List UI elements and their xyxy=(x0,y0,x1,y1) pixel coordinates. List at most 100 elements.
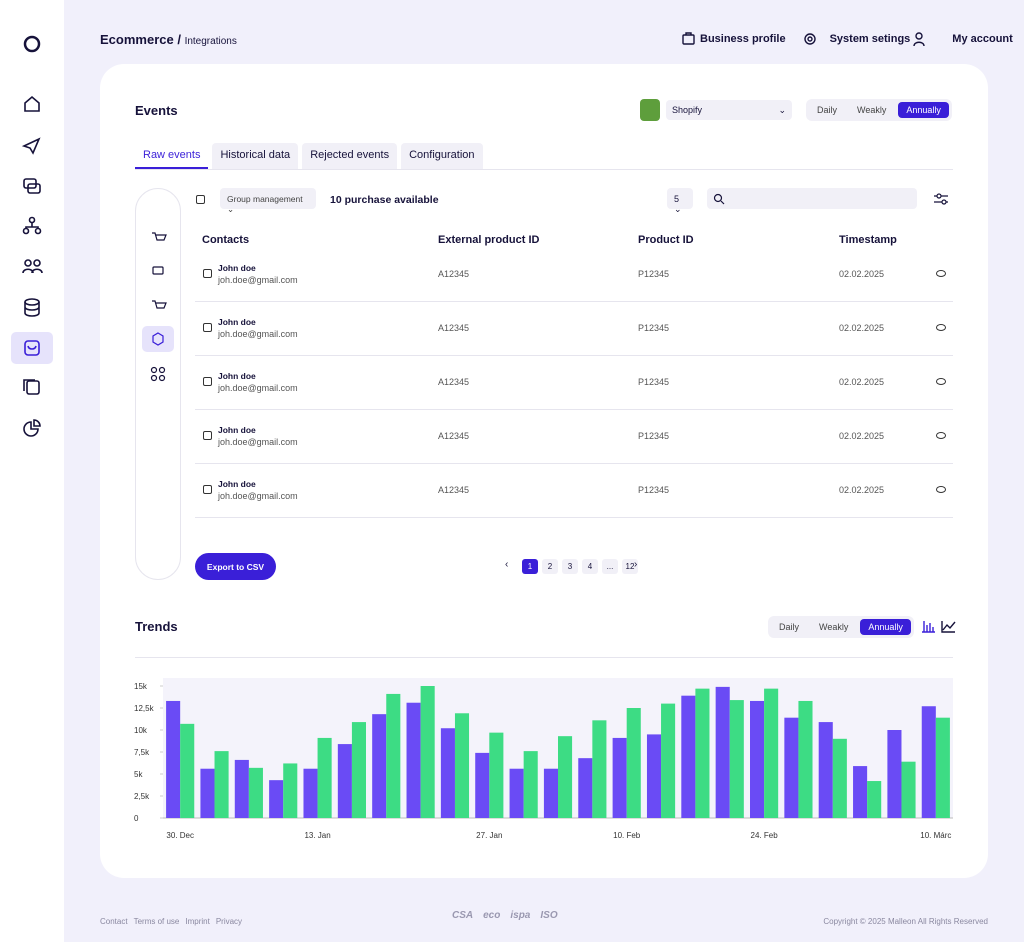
product-id: P12345 xyxy=(638,269,670,279)
bar xyxy=(283,763,298,818)
contact-name: John doe xyxy=(218,425,256,435)
period-option[interactable]: Daily xyxy=(779,622,800,632)
y-tick-label: 2,5k xyxy=(134,792,150,801)
breadcrumb: Ecommerce / Integrations xyxy=(100,32,237,47)
page-size-value: 5 xyxy=(674,194,680,204)
nav-link[interactable]: Business profile xyxy=(700,33,786,45)
bar xyxy=(475,752,490,818)
view-icon[interactable] xyxy=(936,270,946,277)
page-button[interactable]: 2 xyxy=(542,559,558,574)
bar xyxy=(853,766,868,818)
footer-links: Contact Terms of use Imprint Privacy xyxy=(100,917,242,926)
tab[interactable]: Rejected events xyxy=(302,143,398,169)
copyright: Copyright © 2025 Malleon All Rights Rese… xyxy=(823,917,988,926)
timestamp: 02.02.2025 xyxy=(839,485,885,495)
contact-email: joh.doe@gmail.com xyxy=(218,329,298,339)
bar xyxy=(558,736,573,818)
bar xyxy=(832,738,847,818)
row-checkbox[interactable] xyxy=(203,485,212,494)
select-all[interactable] xyxy=(196,195,205,204)
period-option[interactable]: Daily xyxy=(817,105,838,115)
page-button[interactable]: 12 xyxy=(622,559,638,574)
trend-period-toggle[interactable]: Daily Weakly Annually xyxy=(768,616,914,638)
group-select[interactable]: Group management ⌄ xyxy=(220,188,316,214)
bar xyxy=(303,768,318,818)
prev-page[interactable]: ‹ xyxy=(505,559,509,570)
sidebar xyxy=(0,0,64,942)
period-option[interactable]: Weakly xyxy=(819,622,849,632)
bar xyxy=(489,732,504,818)
view-icon[interactable] xyxy=(936,324,946,331)
bar xyxy=(626,708,641,818)
tab[interactable]: Raw events xyxy=(135,143,209,169)
rail-icons xyxy=(142,232,174,382)
page-button[interactable]: 3 xyxy=(562,559,578,574)
column-header: Product ID xyxy=(638,234,694,246)
bar xyxy=(337,744,352,818)
row-checkbox[interactable] xyxy=(203,431,212,440)
section-title: Trends xyxy=(135,619,178,634)
contact-email: joh.doe@gmail.com xyxy=(218,437,298,447)
footer-link[interactable]: Contact xyxy=(100,917,128,926)
view-icon[interactable] xyxy=(936,378,946,385)
page-button[interactable]: 4 xyxy=(582,559,598,574)
bar xyxy=(818,722,833,818)
period-toggle[interactable]: Daily Weakly Annually xyxy=(806,99,952,121)
tab[interactable]: Historical data xyxy=(212,143,299,169)
period-option[interactable]: Weakly xyxy=(857,105,887,115)
y-tick-label: 7,5k xyxy=(134,748,150,757)
column-header: External product ID xyxy=(438,234,540,246)
bar xyxy=(612,737,627,818)
row-divider xyxy=(195,463,953,464)
x-tick-label: 10. Márc xyxy=(920,831,951,840)
bar xyxy=(200,768,215,818)
chart-type-icons xyxy=(922,621,956,633)
page-button[interactable]: ... xyxy=(602,559,618,574)
row-divider xyxy=(195,409,953,410)
bar xyxy=(440,728,455,818)
nav-link[interactable]: My account xyxy=(952,33,1013,45)
footer-link[interactable]: Imprint xyxy=(185,917,210,926)
toolbar-icons xyxy=(713,193,948,205)
footer-logo: eco xyxy=(483,910,501,921)
view-icon[interactable] xyxy=(936,486,946,493)
bar xyxy=(406,702,421,818)
tab[interactable]: Configuration xyxy=(401,143,483,169)
view-icon[interactable] xyxy=(936,432,946,439)
nav-link[interactable]: System setings xyxy=(829,33,911,45)
contact-name: John doe xyxy=(218,479,256,489)
footer-link[interactable]: Privacy xyxy=(215,917,243,926)
next-page[interactable]: › xyxy=(634,559,638,570)
shopify-logo xyxy=(640,99,660,121)
period-option[interactable]: Annually xyxy=(898,102,949,118)
external-id: A12345 xyxy=(438,377,470,387)
bar xyxy=(901,761,916,818)
y-tick-label: 0 xyxy=(134,814,139,823)
page-size[interactable]: 5 ⌄ xyxy=(667,188,693,214)
page-button[interactable]: 1 xyxy=(522,559,538,574)
contact-name: John doe xyxy=(218,263,256,273)
row-checkbox[interactable] xyxy=(203,269,212,278)
row-checkbox[interactable] xyxy=(203,323,212,332)
divider xyxy=(135,657,953,658)
bar xyxy=(386,693,401,818)
store-select[interactable]: Shopify ⌄ xyxy=(666,100,792,120)
y-tick-label: 5k xyxy=(134,770,143,779)
section-title: Events xyxy=(135,103,178,118)
footer-logo: ispa xyxy=(510,910,531,921)
trend-chart: 0 2,5k 5k 7,5k 10k 12,5k 15k 30. Dec 13. Jan 27. … xyxy=(134,678,953,840)
contact-email: joh.doe@gmail.com xyxy=(218,491,298,501)
bar xyxy=(661,703,676,818)
contact-name: John doe xyxy=(218,371,256,381)
store-name: Shopify xyxy=(672,105,703,115)
breadcrumb-root: Ecommerce / xyxy=(100,32,181,47)
row-divider xyxy=(195,517,953,518)
timestamp: 02.02.2025 xyxy=(839,377,885,387)
footer-link[interactable]: Terms of use xyxy=(133,917,180,926)
export-button[interactable]: Export to CSV xyxy=(195,553,276,580)
period-option[interactable]: Annually xyxy=(860,619,911,635)
top-nav: Business profile System setings My accou… xyxy=(680,33,1013,45)
row-checkbox[interactable] xyxy=(203,377,212,386)
x-tick-label: 13. Jan xyxy=(304,831,330,840)
search-box[interactable] xyxy=(707,188,917,209)
